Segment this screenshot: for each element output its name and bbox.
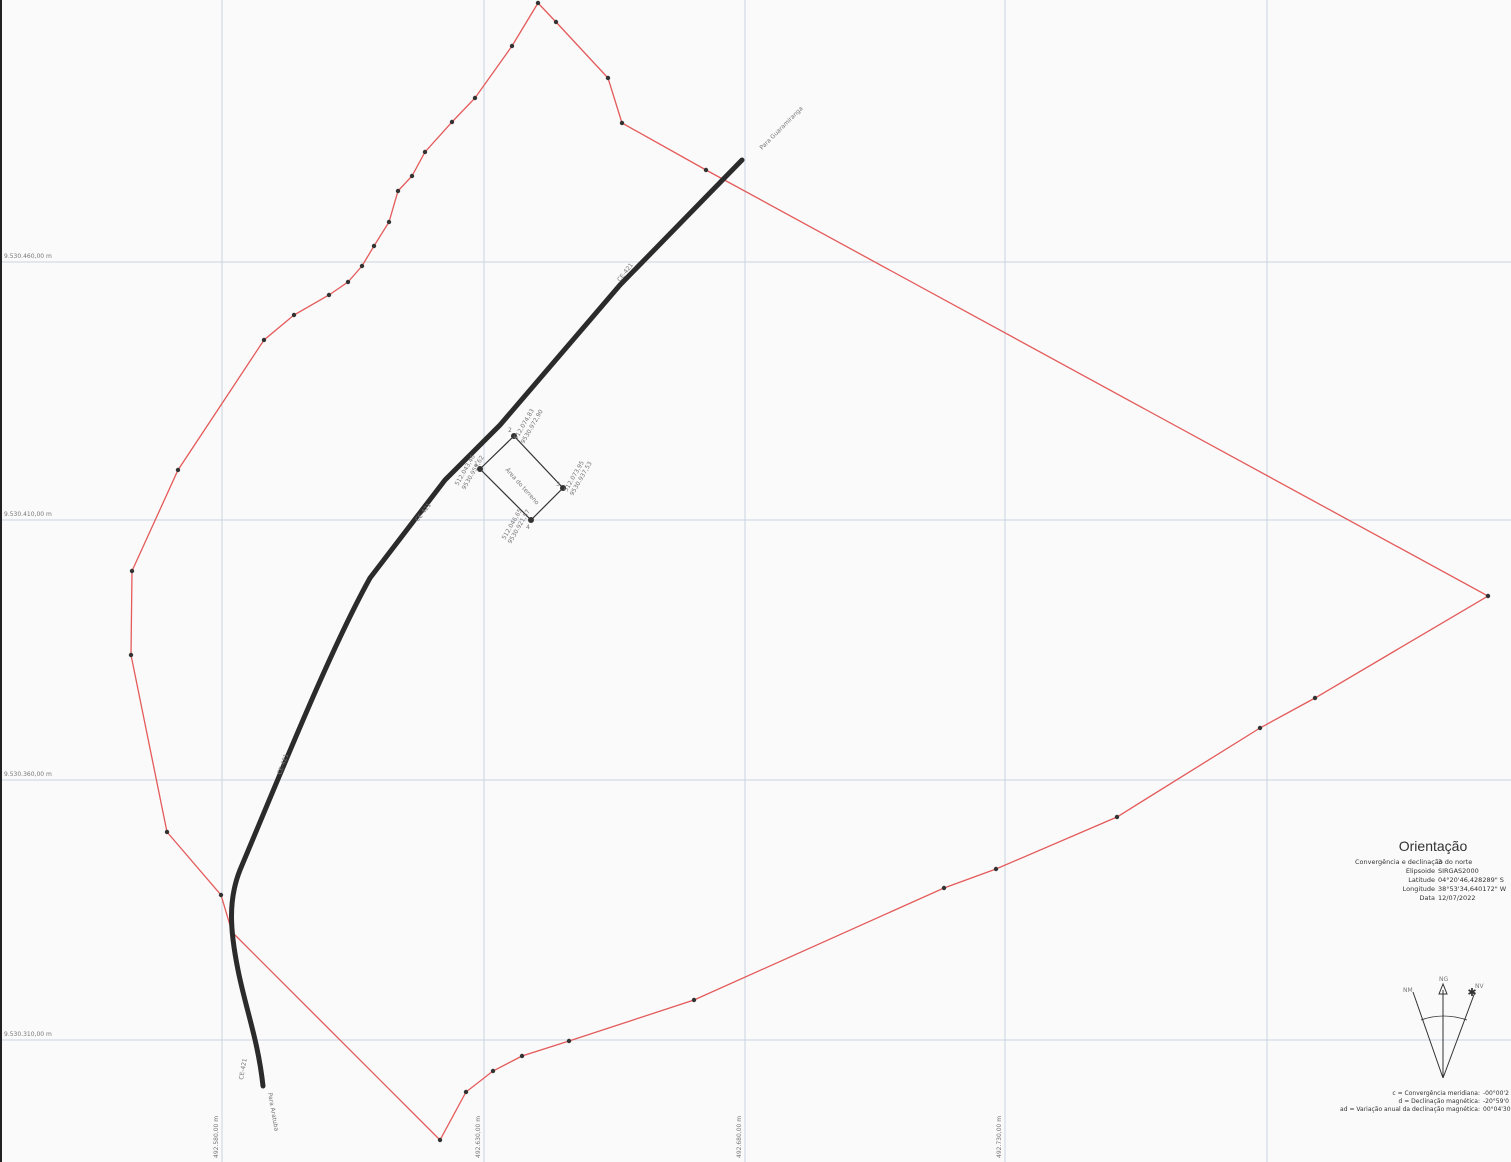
perimeter-vertex <box>1114 814 1120 820</box>
perimeter-vertex <box>437 1137 443 1143</box>
perimeter-vertex <box>691 997 697 1003</box>
legend-row: Elipsoide SIRGAS2000 <box>1355 867 1511 876</box>
compass-nm-label: NM <box>1403 987 1413 994</box>
road-end-label: Para Aratuba <box>266 1092 280 1132</box>
orientation-legend: Orientação Convergência e declinação do … <box>1355 838 1511 903</box>
legend-row: Data 12/07/2022 <box>1355 894 1511 903</box>
parcel-vertex-label: 2 <box>508 427 512 434</box>
compass-angle-arc <box>1420 1015 1468 1021</box>
perimeter-vertex <box>449 119 455 125</box>
declination-notes: c = Convergência meridiana: -00°00'2 d =… <box>1340 1090 1511 1114</box>
perimeter-vertices <box>128 0 1491 1143</box>
legend-key: Data <box>1419 894 1435 902</box>
road-label: CE-421 <box>276 753 290 776</box>
note-key: c = Convergência meridiana: <box>1392 1090 1480 1097</box>
perimeter-vertex <box>605 75 611 81</box>
note-key: d = Declinação magnética: <box>1398 1098 1480 1105</box>
perimeter-vertex <box>1257 725 1263 731</box>
perimeter-vertex <box>941 885 947 891</box>
parcel-vertex-label: 1 <box>474 461 478 468</box>
grid-label-h: 9.530.310,00 m <box>4 1031 52 1038</box>
legend-key: Latitude <box>1408 876 1435 884</box>
grid-label-v: 492.730,00 m <box>996 1116 1003 1158</box>
perimeter-vertex <box>566 1038 572 1044</box>
legend-value: 38°53'34,640172" W <box>1438 885 1507 893</box>
parcel-vertex-label: 4 <box>526 524 530 531</box>
legend-row: Convergência e declinação do norte 3 <box>1355 858 1511 867</box>
perimeter-vertex <box>326 292 332 298</box>
perimeter-vertex <box>175 467 181 473</box>
highway-ce-421 <box>229 157 745 1089</box>
perimeter-vertex <box>535 0 541 6</box>
legend-key: Longitude <box>1402 885 1435 893</box>
note-value: -00°00'2 <box>1483 1090 1509 1097</box>
perimeter-vertex <box>409 173 415 179</box>
parcel-name: Área do terreno <box>504 467 541 507</box>
parcel-vertex <box>560 485 566 491</box>
property-perimeter <box>130 1 1490 1142</box>
perimeter-vertex <box>164 829 170 835</box>
road-end-label: Para Guaramiranga <box>758 105 804 151</box>
perimeter-vertex <box>703 167 709 173</box>
perimeter-vertex <box>519 1053 525 1059</box>
legend-row: Longitude 38°53'34,640172" W <box>1355 885 1511 894</box>
land-parcel: 1 2 3 4 512.043,46 9530.959,62 512.074,8… <box>454 408 594 545</box>
perimeter-vertex <box>993 866 999 872</box>
compass-ng-label: NG <box>1439 976 1448 983</box>
perimeter-vertex <box>553 19 559 25</box>
perimeter-vertex <box>1312 695 1318 701</box>
legend-value: 04°20'46,428289" S <box>1438 876 1504 884</box>
perimeter-vertex <box>128 652 134 658</box>
compass-nm-line <box>1412 991 1444 1079</box>
perimeter-vertex <box>619 120 625 126</box>
legend-key: Convergência e declinação do norte <box>1355 858 1473 866</box>
perimeter-vertex <box>371 243 377 249</box>
legend-value: 3 <box>1438 858 1443 866</box>
note-value: -20°59'0 <box>1483 1098 1509 1105</box>
perimeter-vertex <box>490 1068 496 1074</box>
perimeter-vertex <box>291 312 297 318</box>
perimeter-vertex <box>463 1089 469 1095</box>
note-value: 00°04'30 <box>1483 1106 1511 1113</box>
note-key: ad = Variação anual da declinação magnét… <box>1340 1106 1480 1113</box>
north-arrow-diagram: ✱ NG NM NV <box>1403 976 1484 1079</box>
ng-arrow-icon <box>1438 982 1448 995</box>
perimeter-vertex <box>509 43 515 49</box>
parcel-vertex-label: 3 <box>556 481 560 488</box>
compass-nv-line <box>1442 991 1476 1079</box>
perimeter-vertex <box>386 219 392 225</box>
legend-row: Latitude 04°20'46,428289" S <box>1355 876 1511 885</box>
grid-label-v: 492.680,00 m <box>736 1116 743 1158</box>
grid-label-v: 492.580,00 m <box>213 1116 220 1158</box>
parcel-vertex <box>477 466 483 472</box>
perimeter-vertex <box>129 568 135 574</box>
grid-label-h: 9.530.410,00 m <box>4 511 52 518</box>
perimeter-vertex <box>422 149 428 155</box>
legend-value: SIRGAS2000 <box>1438 867 1479 875</box>
perimeter-vertex <box>395 188 401 194</box>
parcel-vertex <box>528 517 534 523</box>
perimeter-vertex <box>1485 593 1491 599</box>
compass-nv-label: NV <box>1475 983 1484 990</box>
perimeter-vertex <box>261 337 267 343</box>
perimeter-vertex <box>345 279 351 285</box>
perimeter-vertex <box>472 95 478 101</box>
legend-value: 12/07/2022 <box>1438 894 1476 902</box>
road-label: CE-421 <box>238 1058 249 1081</box>
note-row: c = Convergência meridiana: -00°00'2 <box>1340 1090 1511 1098</box>
legend-key: Elipsoide <box>1405 867 1435 875</box>
perimeter-vertex <box>218 892 224 898</box>
star-icon: ✱ <box>1467 987 1476 999</box>
grid-label-h: 9.530.360,00 m <box>4 771 52 778</box>
note-row: d = Declinação magnética: -20°59'0 <box>1340 1098 1511 1106</box>
perimeter-vertex <box>359 263 365 269</box>
grid-label-v: 492.630,00 m <box>475 1116 482 1158</box>
orientation-title: Orientação <box>1398 838 1468 854</box>
parcel-outline <box>479 435 564 521</box>
note-row: ad = Variação anual da declinação magnét… <box>1340 1106 1511 1114</box>
parcel-vertex <box>511 433 517 439</box>
grid-label-h: 9.530.460,00 m <box>4 253 52 260</box>
